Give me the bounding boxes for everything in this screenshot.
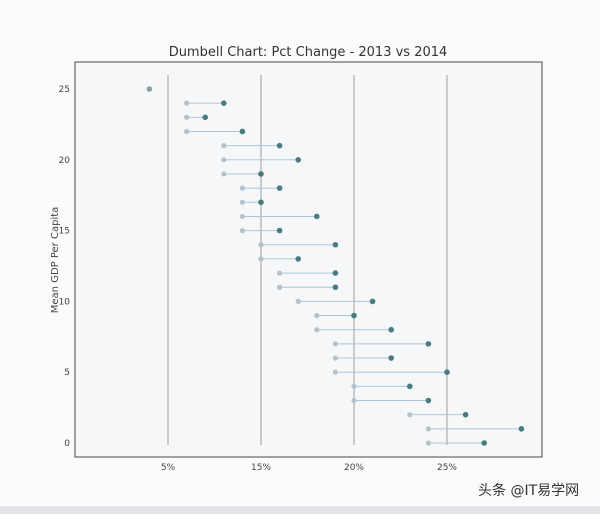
point-2013	[277, 284, 283, 290]
point-2014	[332, 270, 339, 276]
point-2014	[407, 383, 413, 390]
point-2013	[258, 242, 264, 248]
point-2014	[276, 142, 283, 149]
point-2013	[221, 171, 227, 177]
point-2013	[351, 383, 357, 389]
point-2014	[276, 185, 283, 191]
point-2014	[258, 171, 264, 177]
chart-title: Dumbell Chart: Pct Change - 2013 vs 2014	[169, 45, 448, 60]
point-2013	[239, 199, 245, 205]
point-2014	[332, 241, 339, 248]
watermark: 头条 @IT易学网	[478, 482, 579, 499]
point-2013	[239, 213, 245, 220]
y-tick-label: 15	[59, 227, 70, 237]
point-2013	[295, 298, 301, 304]
y-axis-label: Mean GDP Per Capita	[50, 207, 61, 313]
x-tick-label: 5%	[161, 463, 176, 473]
point-2014	[444, 369, 450, 376]
point-2014	[146, 86, 153, 92]
point-2013	[425, 440, 431, 446]
point-2013	[277, 270, 283, 276]
point-2013	[314, 327, 320, 333]
point-2014	[221, 100, 227, 106]
point-2013	[314, 312, 320, 319]
y-tick-label: 0	[64, 439, 70, 449]
y-tick-label: 5	[64, 368, 70, 378]
point-2013	[425, 426, 431, 432]
point-2014	[518, 426, 525, 432]
point-2014	[295, 157, 302, 163]
plot-background	[74, 61, 543, 458]
bottom-bar	[0, 506, 600, 514]
point-2013	[221, 143, 227, 149]
x-tick-label: 15%	[251, 463, 271, 473]
x-tick-label: 25%	[437, 463, 457, 473]
point-2014	[388, 326, 395, 333]
point-2014	[369, 298, 376, 305]
point-2013	[239, 228, 245, 234]
point-2014	[388, 355, 395, 361]
point-2014	[202, 114, 208, 121]
point-2014	[258, 199, 264, 206]
point-2013	[184, 114, 190, 120]
point-2014	[239, 128, 246, 135]
point-2013	[332, 369, 338, 375]
point-2013	[407, 412, 413, 418]
point-2014	[425, 397, 432, 404]
point-2013	[258, 256, 264, 262]
point-2014	[351, 312, 357, 319]
y-tick-label: 10	[59, 297, 71, 307]
point-2013	[221, 157, 227, 163]
point-2014	[295, 256, 302, 262]
point-2014	[481, 440, 488, 446]
x-tick-label: 20%	[344, 463, 364, 473]
point-2013	[351, 397, 357, 404]
point-2014	[332, 284, 339, 291]
point-2014	[425, 341, 432, 347]
point-2013	[184, 100, 190, 106]
point-2014	[462, 411, 469, 418]
point-2013	[332, 341, 338, 347]
point-2014	[276, 227, 283, 234]
point-2014	[314, 213, 320, 220]
y-tick-label: 25	[59, 85, 70, 95]
point-2013	[332, 355, 338, 361]
point-2013	[184, 128, 190, 135]
point-2013	[239, 185, 245, 191]
y-tick-label: 20	[59, 156, 71, 166]
